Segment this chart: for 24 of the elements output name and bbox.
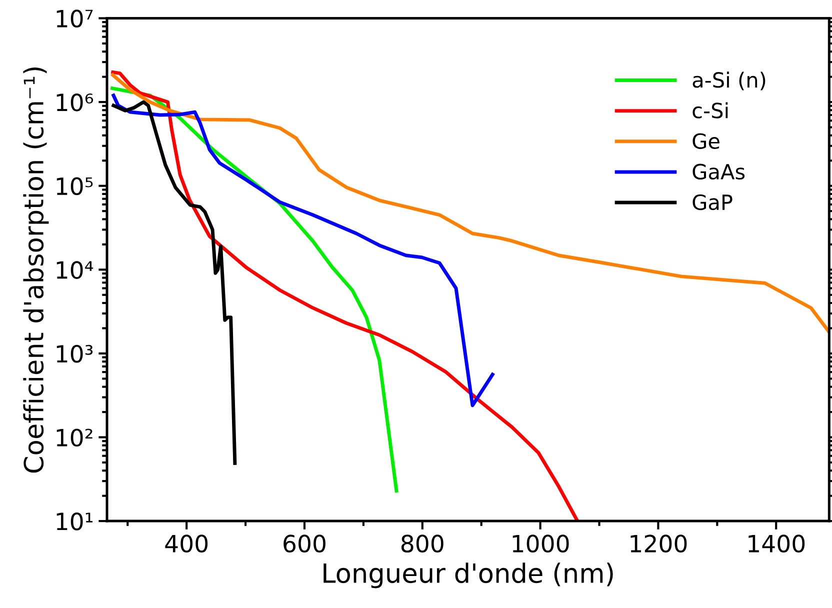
line-series: [111, 73, 830, 334]
y-tick-label: 10³: [56, 344, 93, 363]
x-tick-label: 1200: [630, 534, 687, 553]
line-series: [111, 70, 580, 522]
y-tick-label: 10⁴: [56, 261, 94, 279]
x-tick-label: 600: [284, 534, 326, 553]
legend-label: GaAs: [692, 164, 745, 180]
y-tick-label: 10¹: [56, 512, 93, 530]
y-tick-label: 10²: [56, 428, 92, 447]
line-series: [112, 100, 237, 465]
y-tick-label: 10⁵: [56, 177, 93, 196]
legend-label: c-Si: [692, 102, 728, 118]
legend-label: a-Si (n): [692, 72, 766, 90]
y-tick-label: 10⁶: [56, 93, 94, 112]
y-tick-label: 10⁷: [56, 10, 93, 28]
x-axis-title: Longueur d'onde (nm): [324, 562, 613, 588]
line-series: [112, 94, 494, 408]
x-tick-label: 1000: [512, 534, 569, 553]
x-tick-label: 400: [165, 534, 208, 553]
y-axis-title: Coefficient d'absorption (cm⁻¹): [23, 67, 49, 473]
legend-label: GaP: [692, 194, 732, 210]
legend-label: Ge: [692, 133, 720, 149]
x-tick-label: 1400: [748, 534, 805, 553]
x-tick-label: 800: [401, 534, 444, 553]
